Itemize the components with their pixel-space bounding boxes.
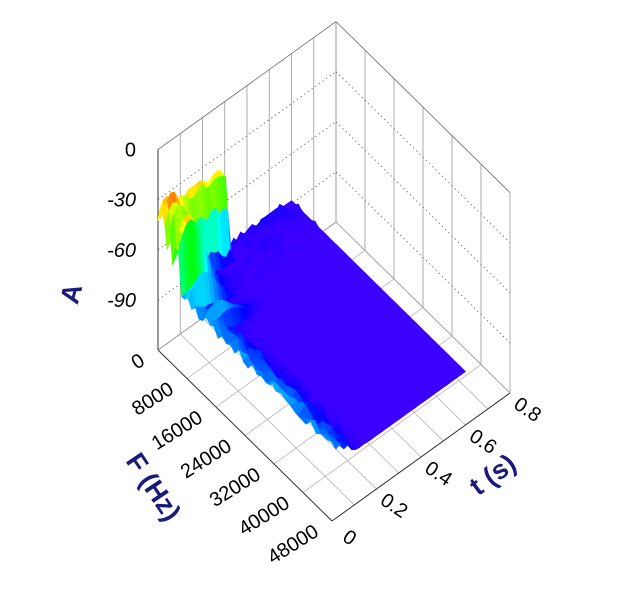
amplitude-tick-label: -30 <box>107 190 136 212</box>
frequency-tick-label: 40000 <box>235 492 294 540</box>
time-axis-line <box>331 392 511 522</box>
amplitude-tick-label: -60 <box>107 240 136 262</box>
floor-gridline <box>335 221 511 394</box>
frequency-tick-label: 0 <box>128 350 149 375</box>
frequency-tick-label: 16000 <box>148 407 207 455</box>
surface-layer <box>157 169 466 451</box>
backwall-horizontal-gridline <box>157 71 337 201</box>
sidewall-horizontal-gridline <box>335 171 511 344</box>
sidewall-horizontal-gridline <box>335 121 511 294</box>
time-tick-label: 0.8 <box>510 393 545 427</box>
amplitude-tick-label: -90 <box>107 290 136 312</box>
time-tick-label: 0.2 <box>376 489 411 523</box>
frequency-tick-label: 32000 <box>206 464 265 512</box>
time-tick-label: 0 <box>339 526 361 550</box>
frequency-tick-label: 8000 <box>128 378 177 420</box>
surface-patch <box>326 439 337 450</box>
frequency-tick-label: 48000 <box>264 521 323 569</box>
time-axis-title: t (s) <box>464 448 522 501</box>
sidewall-horizontal-gridline <box>335 21 511 193</box>
amplitude-axis-title: A <box>54 280 88 307</box>
time-tick-label: 0.4 <box>421 457 456 491</box>
sidewall-horizontal-gridline <box>335 71 511 243</box>
amplitude-tick-label: 0 <box>125 140 136 162</box>
frequency-axis-title: F (Hz) <box>120 447 187 526</box>
backwall-horizontal-gridline <box>157 21 337 150</box>
frequency-axis-line <box>157 349 333 522</box>
floor-gridline <box>180 333 355 506</box>
frequency-tick-label: 24000 <box>177 435 236 483</box>
